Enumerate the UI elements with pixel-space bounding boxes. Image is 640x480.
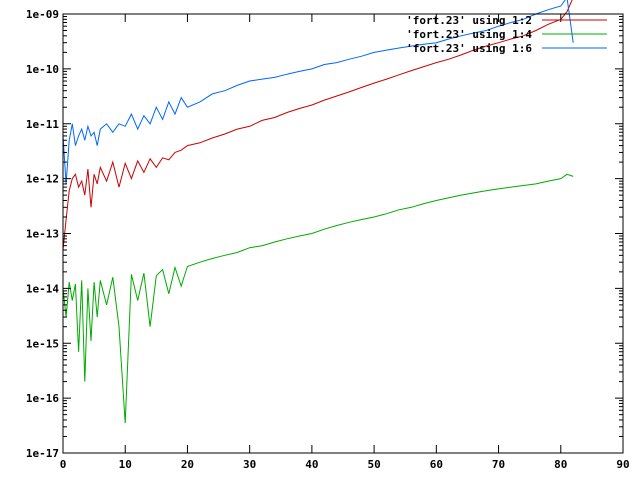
x-tick-label: 90 bbox=[616, 458, 629, 471]
x-tick-label: 0 bbox=[60, 458, 67, 471]
legend-label-2: 'fort.23' using 1:4 bbox=[406, 28, 532, 41]
y-tick-label: 1e-10 bbox=[26, 63, 59, 76]
y-tick-label: 1e-14 bbox=[26, 282, 59, 295]
series-layer bbox=[62, 0, 574, 424]
legend-label-1: 'fort.23' using 1:2 bbox=[406, 14, 532, 27]
y-tick-label: 1e-09 bbox=[26, 8, 59, 21]
x-tick-label: 40 bbox=[305, 458, 318, 471]
x-tick-label: 80 bbox=[554, 458, 567, 471]
legend-label-3: 'fort.23' using 1:6 bbox=[406, 42, 532, 55]
x-tick-label: 60 bbox=[430, 458, 443, 471]
axes-layer: 1e-17 1e-16 1e-15 1e-14 1e-13 1e-12 1e-11 1e-10… bbox=[26, 8, 630, 471]
y-tick-label: 1e-13 bbox=[26, 228, 59, 241]
x-tick-label: 70 bbox=[492, 458, 505, 471]
y-tick-label: 1e-12 bbox=[26, 173, 59, 186]
x-tick-label: 10 bbox=[119, 458, 132, 471]
y-tick-label: 1e-15 bbox=[26, 337, 59, 350]
x-tick-label: 20 bbox=[181, 458, 194, 471]
x-tick-label: 50 bbox=[367, 458, 380, 471]
legend: 'fort.23' using 1:2'fort.23' using 1:4'f… bbox=[406, 14, 607, 55]
series-line-3 bbox=[62, 0, 574, 184]
y-tick-label: 1e-17 bbox=[26, 447, 59, 460]
x-tick-label: 30 bbox=[243, 458, 256, 471]
series-line-2 bbox=[62, 173, 574, 424]
y-tick-label: 1e-11 bbox=[26, 118, 59, 131]
series-line-1 bbox=[62, 0, 573, 251]
y-tick-label: 1e-16 bbox=[26, 392, 59, 405]
